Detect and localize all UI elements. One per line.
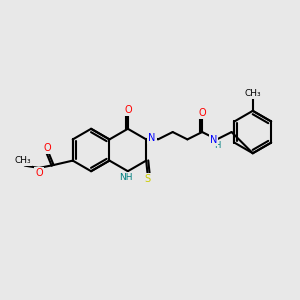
Text: O: O	[35, 168, 43, 178]
Text: CH₃: CH₃	[244, 89, 261, 98]
Text: CH₃: CH₃	[15, 156, 31, 165]
Text: N: N	[210, 135, 217, 145]
Text: N: N	[148, 133, 156, 143]
Text: O: O	[44, 142, 52, 153]
Text: NH: NH	[120, 173, 133, 182]
Text: S: S	[145, 174, 151, 184]
Text: H: H	[214, 141, 220, 150]
Text: O: O	[198, 109, 206, 118]
Text: O: O	[124, 105, 132, 115]
